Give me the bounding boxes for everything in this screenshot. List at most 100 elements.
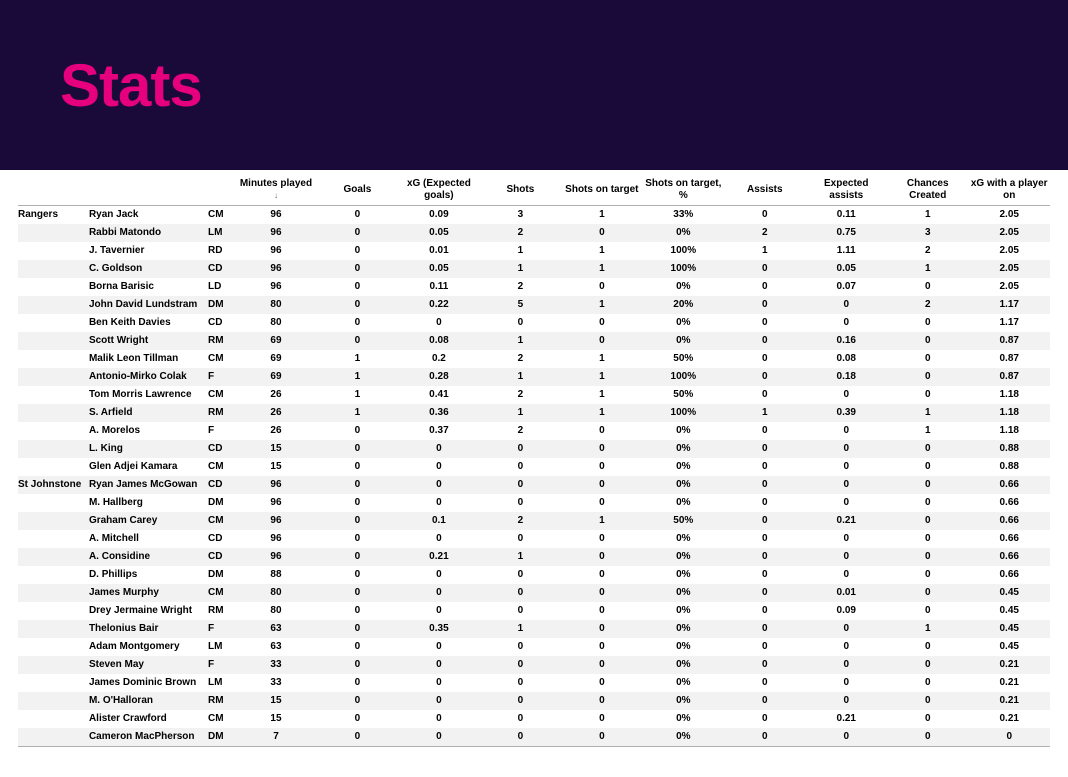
data-cell: 0%: [643, 602, 724, 620]
position-cell: LM: [206, 224, 235, 242]
data-cell: 0.66: [968, 494, 1050, 512]
data-cell: 1: [887, 260, 968, 278]
data-cell: 0.35: [398, 620, 479, 638]
column-header[interactable]: xG with a player on: [968, 174, 1050, 206]
player-name-cell: Antonio-Mirko Colak: [87, 368, 206, 386]
data-cell: 0: [806, 458, 887, 476]
column-header[interactable]: Assists: [724, 174, 805, 206]
data-cell: 0: [724, 260, 805, 278]
position-cell: CM: [206, 710, 235, 728]
data-cell: 0: [317, 422, 398, 440]
data-cell: 0: [480, 494, 561, 512]
data-cell: 0: [806, 440, 887, 458]
data-cell: 0: [806, 386, 887, 404]
data-cell: 0: [480, 314, 561, 332]
player-name-cell: Tom Morris Lawrence: [87, 386, 206, 404]
data-cell: 0: [887, 566, 968, 584]
column-header[interactable]: Shots on target, %: [643, 174, 724, 206]
data-cell: 0%: [643, 548, 724, 566]
column-header[interactable]: Minutes played: [235, 174, 316, 206]
player-name-cell: Alister Crawford: [87, 710, 206, 728]
player-name-cell: Steven May: [87, 656, 206, 674]
player-name-cell: Ben Keith Davies: [87, 314, 206, 332]
col-blank-player: [87, 174, 206, 206]
position-cell: CM: [206, 206, 235, 225]
data-cell: 0: [398, 458, 479, 476]
data-cell: 0: [887, 350, 968, 368]
data-cell: 0: [480, 566, 561, 584]
player-name-cell: M. O'Halloran: [87, 692, 206, 710]
data-cell: 0: [561, 602, 642, 620]
data-cell: 0: [724, 476, 805, 494]
data-cell: 1: [724, 404, 805, 422]
table-row: RangersRyan JackCM9600.093133%00.1112.05: [18, 206, 1050, 225]
data-cell: 0.21: [968, 656, 1050, 674]
data-cell: 0: [724, 422, 805, 440]
table-row: A. MorelosF2600.37200%0011.18: [18, 422, 1050, 440]
data-cell: 0%: [643, 422, 724, 440]
data-cell: 0: [398, 494, 479, 512]
column-header[interactable]: xG (Expected goals): [398, 174, 479, 206]
data-cell: 0: [317, 566, 398, 584]
team-name-cell: [18, 242, 87, 260]
data-cell: 0: [317, 728, 398, 747]
data-cell: 0.21: [968, 692, 1050, 710]
player-name-cell: Adam Montgomery: [87, 638, 206, 656]
column-header[interactable]: Shots on target: [561, 174, 642, 206]
data-cell: 0: [561, 440, 642, 458]
data-cell: 0: [317, 476, 398, 494]
banner: Stats: [0, 0, 1068, 170]
data-cell: 80: [235, 584, 316, 602]
team-name-cell: [18, 710, 87, 728]
table-row: A. MitchellCD9600000%0000.66: [18, 530, 1050, 548]
data-cell: 0: [317, 242, 398, 260]
data-cell: 96: [235, 548, 316, 566]
data-cell: 1: [561, 512, 642, 530]
column-header[interactable]: Goals: [317, 174, 398, 206]
position-cell: CM: [206, 350, 235, 368]
column-header[interactable]: Shots: [480, 174, 561, 206]
column-header[interactable]: Chances Created: [887, 174, 968, 206]
table-row: Glen Adjei KamaraCM1500000%0000.88: [18, 458, 1050, 476]
team-name-cell: [18, 332, 87, 350]
data-cell: 0: [317, 494, 398, 512]
data-cell: 0: [724, 656, 805, 674]
data-cell: 3: [887, 224, 968, 242]
data-cell: 2: [480, 278, 561, 296]
data-cell: 0: [887, 278, 968, 296]
data-cell: 0: [561, 422, 642, 440]
data-cell: 0: [398, 638, 479, 656]
column-header[interactable]: Expected assists: [806, 174, 887, 206]
data-cell: 0: [887, 656, 968, 674]
data-cell: 2.05: [968, 224, 1050, 242]
team-name-cell: [18, 638, 87, 656]
table-row: J. TavernierRD9600.0111100%11.1122.05: [18, 242, 1050, 260]
data-cell: 0: [561, 584, 642, 602]
data-cell: 2.05: [968, 278, 1050, 296]
data-cell: 1: [317, 404, 398, 422]
team-name-cell: [18, 548, 87, 566]
data-cell: 0: [480, 440, 561, 458]
data-cell: 0: [398, 314, 479, 332]
data-cell: 2.05: [968, 242, 1050, 260]
data-cell: 1: [480, 242, 561, 260]
team-name-cell: [18, 350, 87, 368]
team-name-cell: [18, 278, 87, 296]
data-cell: 0: [561, 728, 642, 747]
team-name-cell: [18, 314, 87, 332]
data-cell: 1.18: [968, 404, 1050, 422]
data-cell: 26: [235, 386, 316, 404]
team-name-cell: [18, 494, 87, 512]
data-cell: 1: [480, 548, 561, 566]
data-cell: 0: [317, 314, 398, 332]
data-cell: 0.87: [968, 368, 1050, 386]
data-cell: 0.22: [398, 296, 479, 314]
stats-table: Minutes playedGoalsxG (Expected goals)Sh…: [18, 174, 1050, 747]
data-cell: 100%: [643, 368, 724, 386]
data-cell: 96: [235, 512, 316, 530]
data-cell: 7: [235, 728, 316, 747]
table-row: Steven MayF3300000%0000.21: [18, 656, 1050, 674]
data-cell: 0: [887, 638, 968, 656]
data-cell: 0.87: [968, 332, 1050, 350]
data-cell: 0: [724, 584, 805, 602]
